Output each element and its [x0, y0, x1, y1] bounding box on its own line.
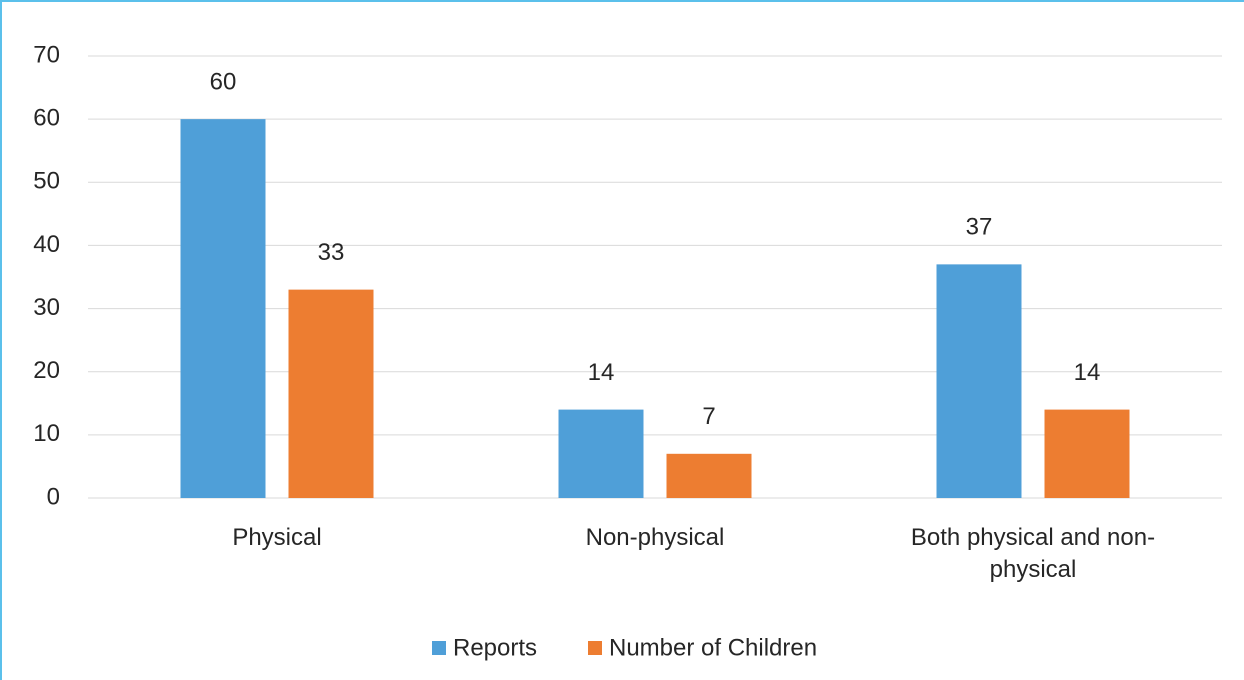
y-tick-label: 20	[33, 357, 60, 384]
data-label: 33	[318, 239, 345, 266]
data-label: 37	[966, 214, 993, 241]
legend-label: Reports	[453, 634, 537, 661]
y-tick-label: 70	[33, 41, 60, 68]
bar	[1044, 409, 1130, 498]
y-tick-label: 60	[33, 104, 60, 131]
y-tick-label: 50	[33, 168, 60, 195]
data-label: 7	[702, 403, 715, 430]
legend-swatch	[432, 641, 446, 655]
bar	[936, 264, 1022, 498]
y-tick-label: 0	[47, 483, 60, 510]
bar	[288, 289, 374, 498]
x-tick-label: Both physical and non-physical	[910, 524, 1156, 583]
data-label: 14	[1074, 359, 1101, 386]
bar	[558, 409, 644, 498]
y-tick-label: 30	[33, 294, 60, 321]
data-label: 60	[210, 68, 237, 95]
y-tick-label: 40	[33, 231, 60, 258]
y-tick-label: 10	[33, 420, 60, 447]
legend-label: Number of Children	[609, 634, 817, 661]
bar	[180, 119, 266, 499]
x-tick-label: Physical	[232, 524, 322, 551]
x-tick-label: Non-physical	[585, 524, 725, 551]
legend-swatch	[588, 641, 602, 655]
data-label: 14	[588, 359, 615, 386]
bar	[666, 453, 752, 498]
